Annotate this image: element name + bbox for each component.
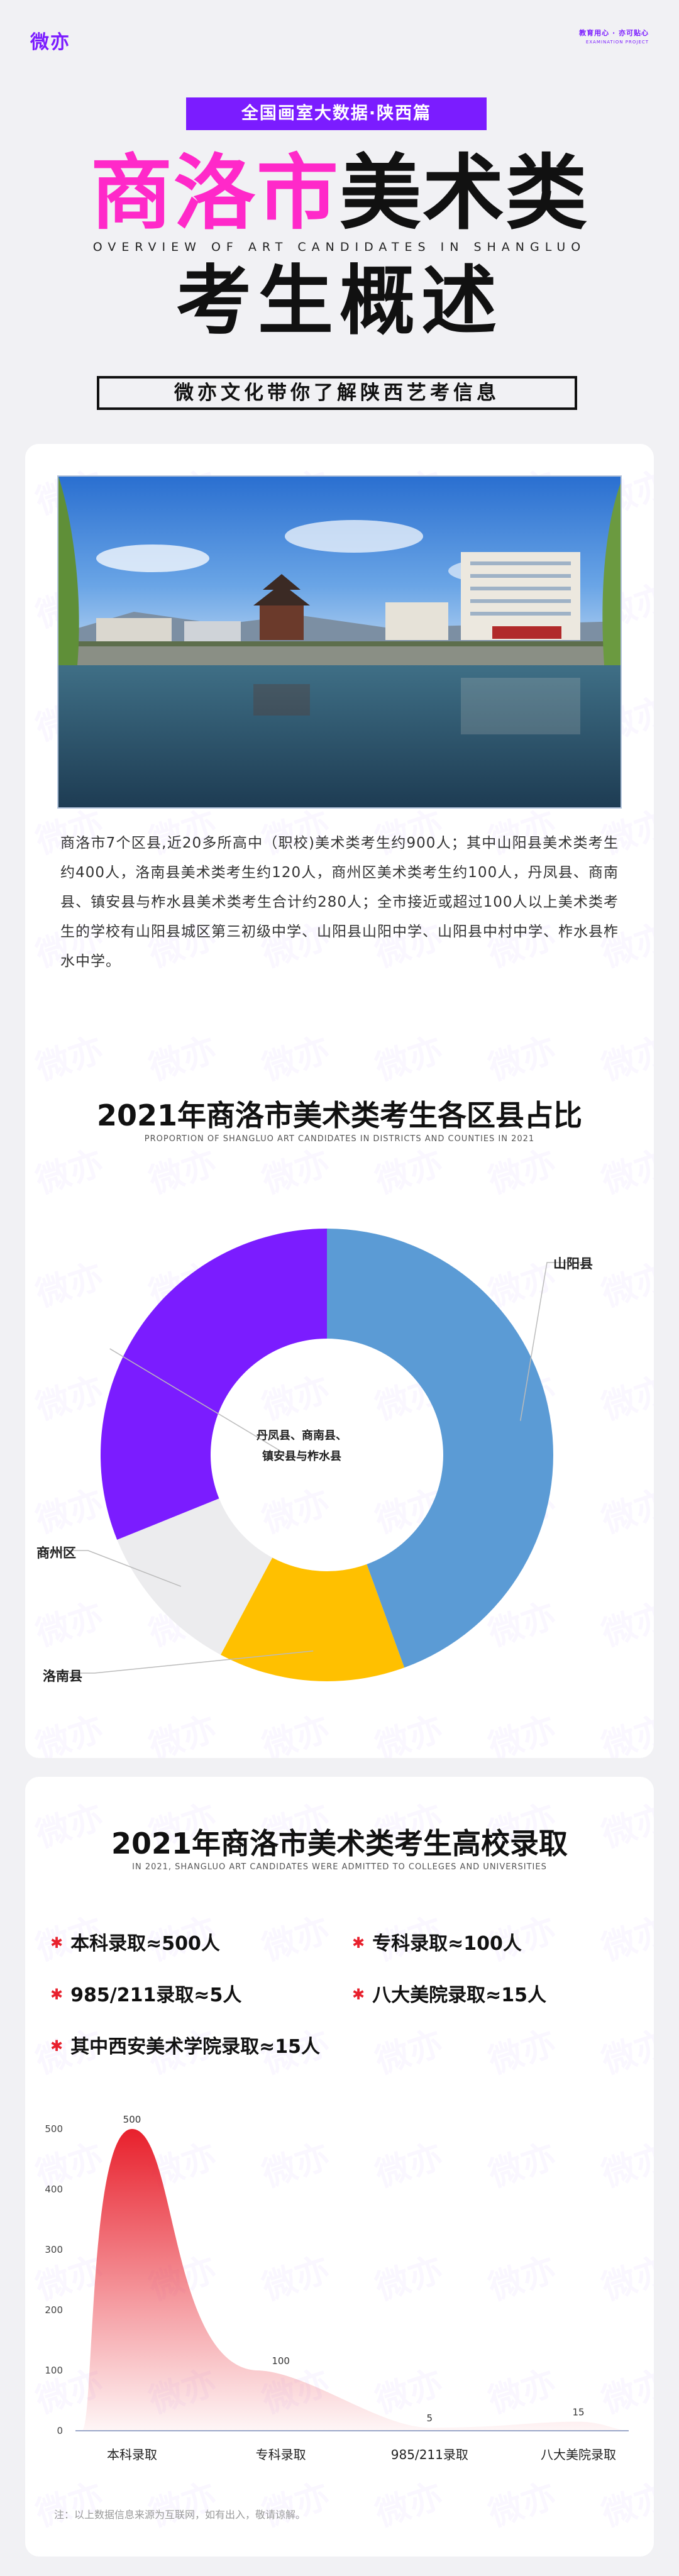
brand-logo: 微亦 [30,31,70,53]
stat-item: ✱ 专科录取≈100人 [352,1928,522,1955]
page-title-line2: 考生概述 [176,258,503,345]
brand-slogan: 教育用心 · 亦可贴心 EXAMINATION PROJECT [579,28,649,45]
stat-text: 八大美院录取≈15人 [372,1984,546,2006]
donut-slice [117,1498,273,1655]
x-tick-label: 本科录取 [107,2447,157,2462]
data-label: 500 [123,2114,141,2125]
y-tick-label: 400 [45,2184,63,2195]
bullet-icon: ✱ [50,1934,63,1952]
admission-card: 2021年商洛市美术类考生高校录取 IN 2021, SHANGLUO ART … [25,1777,654,2557]
overview-card: 微亦 [25,444,654,1758]
data-label: 15 [572,2407,584,2418]
y-tick-label: 100 [45,2365,63,2376]
stat-text: 其中西安美术学院录取≈15人 [70,2036,320,2058]
area-chart-title: 2021年商洛市美术类考生高校录取 [111,1827,568,1860]
donut-slice [220,1557,405,1681]
series-tag: 全国画室大数据·陕西篇 [186,97,487,130]
leader-line [109,1348,290,1457]
data-label: 5 [427,2413,433,2424]
x-tick-label: 八大美院录取 [541,2447,616,2462]
stat-text: 专科录取≈100人 [372,1933,522,1955]
stat-item: ✱ 985/211录取≈5人 [50,1979,241,2007]
page-subtitle: 微亦文化带你了解陕西艺考信息 [97,376,577,410]
stat-text: 本科录取≈500人 [70,1933,220,1955]
slice-label-others: 丹凤县、商南县、镇安县与柞水县 [257,1429,347,1463]
slice-label-luonan: 洛南县 [43,1669,82,1684]
area-series [82,2129,629,2431]
bullet-icon: ✱ [352,1986,365,2003]
data-label: 100 [272,2355,290,2367]
x-tick-label: 985/211录取 [391,2447,468,2462]
area-chart: 0 100 200 300 400 500 500 本科录取 100 专科录取 5 985/211录取… [25,2104,654,2494]
stat-item: ✱ 本科录取≈500人 [50,1928,220,1955]
donut-chart-subtitle: PROPORTION OF SHANGLUO ART CANDIDATES IN… [144,1134,535,1144]
city-photo [57,475,622,809]
leader-line [50,1650,314,1674]
y-tick-label: 300 [45,2244,63,2255]
stat-text: 985/211录取≈5人 [70,1984,242,2006]
y-tick-label: 0 [57,2425,63,2436]
stat-item: ✱ 其中西安美术学院录取≈15人 [50,2031,320,2059]
bullet-icon: ✱ [50,2037,63,2055]
donut-chart-title: 2021年商洛市美术类考生各区县占比 [96,1098,583,1132]
leader-line [44,1550,182,1587]
title-category: 美术类 [340,145,589,241]
top-bar: 微亦 教育用心 · 亦可贴心 EXAMINATION PROJECT [30,25,649,53]
donut-chart-svg [44,1229,585,1681]
page-title-line1: 商洛市美术类 [0,146,679,240]
y-tick-label: 200 [45,2304,63,2316]
admission-stats: ✱ 本科录取≈500人 ✱ 专科录取≈100人 ✱ 985/211录取≈5人 ✱ 八大美… [25,1928,654,2066]
donut-slice [327,1229,554,1668]
donut-chart: 山阳县 洛南县 商州区 丹凤县、商南县、镇安县与柞水县 [25,1198,654,1720]
y-tick-label: 500 [45,2123,63,2135]
bullet-icon: ✱ [50,1986,63,2003]
slice-label-shangzhou: 商州区 [36,1545,76,1561]
bullet-icon: ✱ [352,1934,365,1952]
brand-slogan-cn: 教育用心 · 亦可贴心 [579,29,649,37]
stat-item: ✱ 八大美院录取≈15人 [352,1979,546,2007]
slice-label-shanyang: 山阳县 [553,1256,593,1271]
intro-paragraph: 商洛市7个区县,近20多所高中（职校)美术类考生约900人；其中山阳县美术类考生… [60,835,619,970]
area-chart-subtitle: IN 2021, SHANGLUO ART CANDIDATES WERE AD… [132,1862,547,1872]
title-city: 商洛市 [90,145,340,241]
area-chart-svg: 0 100 200 300 400 500 500 本科录取 100 专科录取 5 985/211录取… [45,2114,629,2462]
leader-line [520,1262,585,1421]
x-tick-label: 专科录取 [256,2447,306,2462]
page-title-english: OVERVIEW OF ART CANDIDATES IN SHANGLUO [92,240,587,254]
brand-slogan-en: EXAMINATION PROJECT [585,40,649,45]
data-source-note: 注：以上数据信息来源为互联网，如有出入，敬请谅解。 [54,2509,306,2521]
donut-slice [100,1229,328,1540]
